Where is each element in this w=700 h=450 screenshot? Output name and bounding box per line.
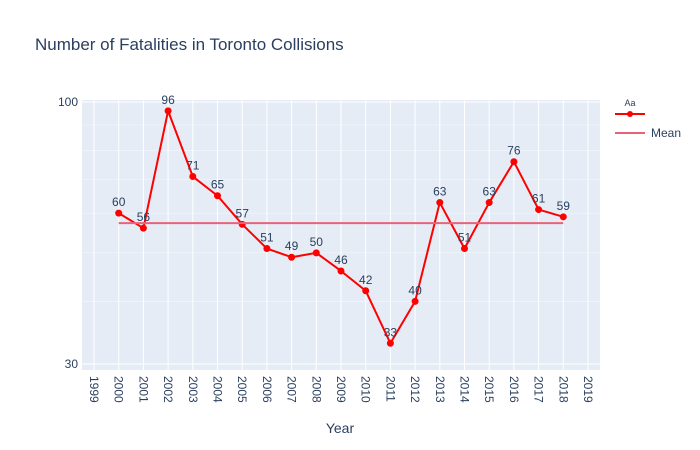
y-tick-label: 30 [65, 357, 79, 371]
x-tick-label: 2006 [260, 376, 274, 403]
data-label: 50 [310, 235, 324, 249]
data-point[interactable] [461, 245, 468, 253]
x-tick-label: 2016 [507, 376, 521, 403]
data-point[interactable] [386, 339, 394, 347]
data-point[interactable] [115, 209, 123, 217]
y-axis-ticks: 30 100 [58, 95, 78, 371]
x-axis-ticks: 1999 2000 2001 2002 2003 2004 2005 2006 2007 2008… [87, 376, 595, 403]
legend[interactable]: Aa Mean [615, 98, 681, 140]
data-label: 57 [236, 206, 250, 220]
data-point[interactable] [485, 199, 493, 207]
data-point[interactable] [510, 158, 518, 166]
x-tick-label: 2008 [309, 376, 323, 403]
x-tick-label: 2013 [433, 376, 447, 403]
x-tick-label: 2018 [556, 376, 570, 403]
legend-item-series[interactable]: Aa [615, 98, 645, 117]
data-point[interactable] [411, 297, 419, 305]
x-tick-label: 2001 [136, 376, 150, 403]
data-point[interactable] [139, 224, 147, 232]
data-point[interactable] [288, 253, 296, 261]
x-tick-label: 2019 [581, 376, 595, 403]
data-point[interactable] [214, 192, 221, 200]
x-tick-label: 2007 [285, 376, 299, 403]
data-label: 76 [507, 144, 521, 158]
legend-label-series: Aa [624, 98, 635, 108]
data-label: 51 [458, 231, 472, 245]
data-point[interactable] [189, 173, 197, 181]
data-label: 49 [285, 239, 299, 253]
data-point[interactable] [535, 206, 543, 214]
data-point[interactable] [559, 213, 567, 221]
x-tick-label: 2011 [383, 376, 397, 402]
x-tick-label: 2005 [235, 376, 249, 403]
data-label: 71 [186, 159, 200, 173]
x-tick-label: 2002 [161, 376, 175, 403]
data-label: 60 [112, 195, 126, 209]
data-label: 96 [161, 93, 175, 107]
x-tick-label: 2003 [186, 376, 200, 403]
data-label: 59 [557, 199, 571, 213]
data-label: 46 [334, 253, 348, 267]
data-label: 51 [260, 231, 274, 245]
data-label: 63 [433, 185, 447, 199]
data-point[interactable] [436, 199, 444, 207]
x-tick-label: 2012 [408, 376, 422, 403]
data-label: 56 [137, 210, 151, 224]
data-point[interactable] [362, 287, 370, 295]
legend-label-mean: Mean [651, 126, 681, 140]
data-label: 42 [359, 273, 373, 287]
data-label: 63 [483, 185, 497, 199]
legend-item-mean[interactable]: Mean [615, 126, 681, 140]
x-tick-label: 2014 [458, 376, 472, 403]
x-tick-label: 2010 [359, 376, 373, 403]
data-label: 65 [211, 178, 225, 192]
x-tick-label: 2009 [334, 376, 348, 403]
data-point[interactable] [263, 245, 271, 253]
data-label: 40 [408, 283, 422, 297]
data-point[interactable] [238, 220, 246, 228]
x-tick-label: 2017 [532, 376, 546, 403]
x-tick-label: 2015 [482, 376, 496, 403]
x-tick-label: 2000 [112, 376, 126, 403]
data-labels: 60 56 96 71 65 57 51 49 50 46 42 33 40 63 51 63 76 61 59 [112, 93, 570, 339]
x-tick-label: 2004 [211, 376, 225, 403]
data-point[interactable] [312, 249, 320, 257]
data-point[interactable] [337, 267, 345, 275]
data-label: 61 [532, 192, 546, 206]
chart-title: Number of Fatalities in Toronto Collisio… [35, 35, 344, 54]
data-point[interactable] [164, 107, 172, 115]
series-layer [115, 107, 567, 347]
x-axis-title: Year [326, 420, 355, 436]
x-tick-label: 1999 [87, 376, 101, 403]
data-label: 33 [384, 325, 398, 339]
grid-lines [82, 100, 600, 370]
legend-marker-series [627, 111, 633, 117]
y-tick-label: 100 [58, 95, 78, 109]
